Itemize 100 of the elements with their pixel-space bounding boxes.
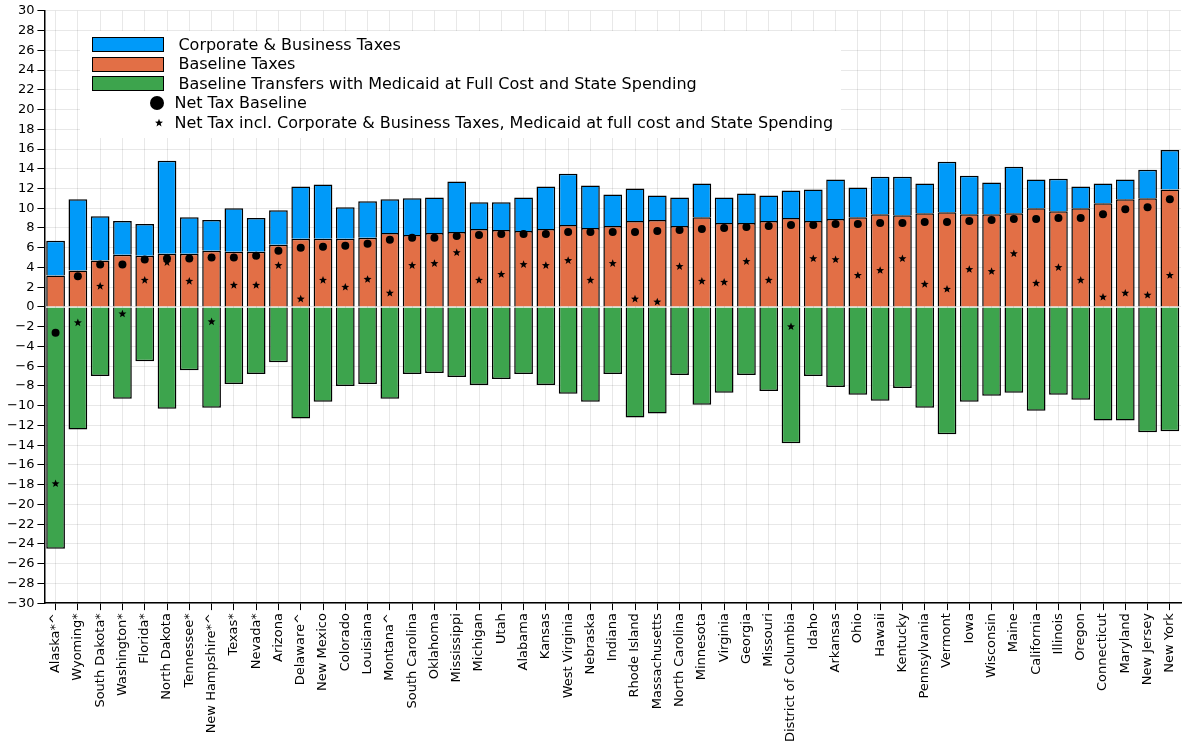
x-tick-label: Illinois xyxy=(1049,612,1065,655)
legend-label: Baseline Taxes xyxy=(178,54,296,74)
point xyxy=(229,253,238,262)
y-tick-label: −20 xyxy=(7,495,35,511)
x-tick-label: New Jersey xyxy=(1138,612,1154,686)
point xyxy=(385,235,394,244)
point xyxy=(430,259,439,267)
y-tick-label: 24 xyxy=(17,61,35,77)
legend-label: Baseline Transfers with Medicaid at Full Cost and State Spending xyxy=(178,73,697,94)
x-tick-label: Kansas xyxy=(537,612,553,660)
point xyxy=(541,261,550,269)
point xyxy=(541,229,550,238)
y-tick-label: −14 xyxy=(7,436,35,452)
legend-label: Net Tax Baseline xyxy=(174,93,307,113)
point xyxy=(697,224,706,233)
x-tick-label: Virginia xyxy=(715,613,731,663)
point xyxy=(1009,215,1018,224)
point xyxy=(653,226,662,235)
x-tick-label: Nevada* xyxy=(247,612,263,670)
point xyxy=(920,218,929,227)
point xyxy=(1165,195,1174,204)
y-tick-label: 0 xyxy=(26,298,35,314)
point xyxy=(430,233,439,242)
y-tick-label: 20 xyxy=(17,100,35,116)
x-tick-label: Wisconsin xyxy=(982,613,998,679)
x-tick-label: North Carolina xyxy=(670,613,686,708)
point xyxy=(853,220,862,229)
y-tick-label: 10 xyxy=(17,199,35,215)
x-tick-label: Arizona xyxy=(269,613,285,662)
point xyxy=(787,322,795,331)
legend-label: Net Tax incl. Corporate & Business Taxes, Medicaid at full cost and State Spending xyxy=(174,112,834,133)
x-tick-label: West Virginia xyxy=(559,613,575,699)
y-tick-label: 22 xyxy=(17,81,35,97)
x-tick-label: Iowa xyxy=(960,613,976,644)
x-tick-label: Texas* xyxy=(225,612,241,657)
point xyxy=(229,281,238,289)
point xyxy=(720,278,729,286)
point xyxy=(1143,203,1152,212)
y-tick-label: 30 xyxy=(17,2,35,18)
x-tick-label: Nebraska xyxy=(581,613,597,675)
x-tick-label: New York xyxy=(1161,612,1177,673)
x-tick-label: Alabama xyxy=(514,613,530,671)
point xyxy=(831,220,840,229)
point xyxy=(296,243,305,252)
point xyxy=(876,219,885,228)
point xyxy=(965,265,974,273)
point xyxy=(140,276,149,284)
point xyxy=(341,283,350,291)
x-tick-label: Maine xyxy=(1005,613,1021,653)
point xyxy=(920,280,929,288)
point xyxy=(363,275,372,283)
x-tick-label: Kentucky xyxy=(893,612,909,673)
y-tick-label: −12 xyxy=(7,416,35,432)
y-tick-label: 2 xyxy=(26,278,35,294)
x-tick-label: Hawaii xyxy=(871,613,887,657)
y-tick-label: −22 xyxy=(7,515,35,531)
x-tick-label: California xyxy=(1027,613,1043,675)
x-tick-label: North Dakota xyxy=(158,613,174,700)
y-tick-label: −6 xyxy=(15,357,35,373)
point xyxy=(564,227,573,236)
point xyxy=(274,261,283,269)
point xyxy=(987,216,996,225)
point xyxy=(853,271,862,279)
y-tick-label: −10 xyxy=(7,397,35,413)
y-tick-label: 16 xyxy=(17,140,35,156)
point xyxy=(898,219,907,228)
x-tick-label: Washington* xyxy=(113,612,129,697)
y-tick-label: 12 xyxy=(17,179,35,195)
y-tick-label: −8 xyxy=(15,377,35,393)
point xyxy=(96,260,105,269)
x-tick-label: Delaware^ xyxy=(292,613,308,686)
y-tick-label: −16 xyxy=(7,456,35,472)
x-tick-label: Florida* xyxy=(136,612,152,664)
point xyxy=(675,262,684,270)
point xyxy=(185,277,194,285)
point xyxy=(319,242,328,251)
x-tick-label: District of Columbia xyxy=(782,613,798,743)
point xyxy=(296,294,305,303)
point xyxy=(631,227,639,236)
x-tick-label: Ohio xyxy=(849,613,865,644)
point xyxy=(475,276,483,284)
point xyxy=(118,260,127,269)
x-tick-label: Vermont xyxy=(938,613,954,669)
x-tick-label: Missouri xyxy=(760,613,776,667)
point xyxy=(73,272,82,281)
point xyxy=(742,223,751,231)
point xyxy=(1054,214,1063,223)
x-tick-label: Oregon xyxy=(1072,613,1088,661)
x-tick-label: South Dakota* xyxy=(91,612,107,708)
x-tick-label: Tennessee* xyxy=(180,612,196,689)
point xyxy=(631,294,639,303)
point xyxy=(943,218,951,227)
x-tick-label: South Carolina xyxy=(403,613,419,709)
point xyxy=(697,277,706,285)
point xyxy=(1032,215,1041,224)
x-tick-label: Wyoming* xyxy=(69,612,85,681)
x-tick-label: Michigan xyxy=(470,613,486,672)
point xyxy=(252,251,261,260)
point xyxy=(608,227,617,236)
point xyxy=(274,246,283,255)
